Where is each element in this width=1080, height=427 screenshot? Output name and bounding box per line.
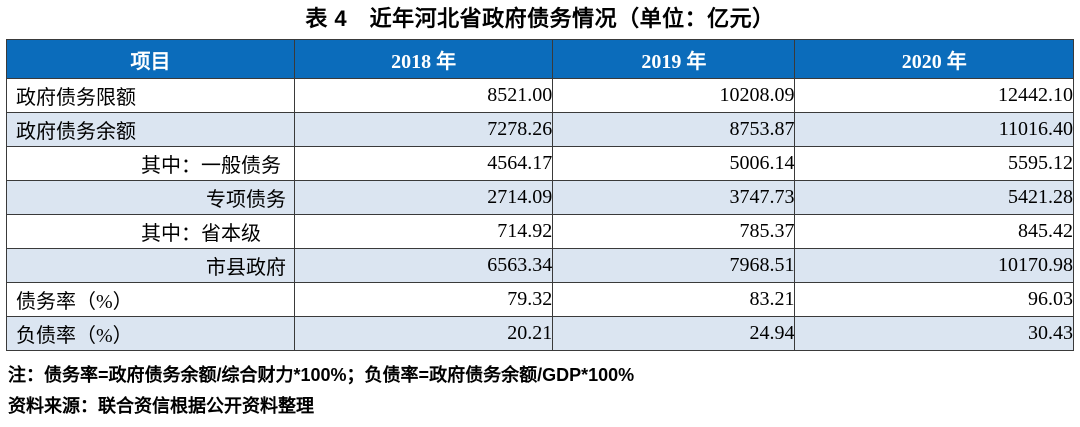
cell-value: 3747.73 [552,180,796,215]
table-row-debt-balance: 政府债务余额 7278.26 8753.87 11016.40 [5,112,1074,147]
cell-value: 5421.28 [794,180,1074,215]
header-year-2020: 2020 年 [794,39,1074,79]
cell-value: 8753.87 [552,112,796,147]
cell-value: 10170.98 [794,248,1074,283]
note-source: 资料来源：联合资信根据公开资料整理 [8,396,314,416]
header-item-column: 项目 [5,39,296,79]
cell-value: 24.94 [552,316,796,351]
cell-value: 2714.09 [294,180,554,215]
row-label: 政府债务限额 [5,78,296,113]
cell-value: 12442.10 [794,78,1074,113]
cell-value: 714.92 [294,214,554,249]
header-year-2018: 2018 年 [294,39,554,79]
table-row-city-county: 市县政府 6563.34 7968.51 10170.98 [5,248,1074,283]
cell-value: 96.03 [794,282,1074,317]
row-label: 其中：一般债务 [5,146,296,181]
debt-table: 项目 2018 年 2019 年 2020 年 政府债务限额 8521.00 1… [5,39,1074,351]
cell-value: 4564.17 [294,146,554,181]
note-formula: 注：债务率=政府债务余额/综合财力*100%；负债率=政府债务余额/GDP*10… [8,365,635,385]
table-row-special-debt: 专项债务 2714.09 3747.73 5421.28 [5,180,1074,215]
header-row: 项目 2018 年 2019 年 2020 年 [5,39,1074,79]
cell-value: 8521.00 [294,78,554,113]
row-label: 专项债务 [5,180,296,215]
cell-value: 30.43 [794,316,1074,351]
table-row-debt-ratio: 债务率（%） 79.32 83.21 96.03 [5,282,1074,317]
cell-value: 785.37 [552,214,796,249]
table-title: 表 4 近年河北省政府债务情况（单位：亿元） [305,6,775,31]
table-row-liability-ratio: 负债率（%） 20.21 24.94 30.43 [5,316,1074,351]
row-label: 负债率（%） [5,316,296,351]
cell-value: 10208.09 [552,78,796,113]
row-label: 债务率（%） [5,282,296,317]
cell-value: 11016.40 [794,112,1074,147]
cell-value: 20.21 [294,316,554,351]
cell-value: 845.42 [794,214,1074,249]
row-label: 其中：省本级 [5,214,296,249]
cell-value: 6563.34 [294,248,554,283]
table-row-debt-limit: 政府债务限额 8521.00 10208.09 12442.10 [5,78,1074,113]
cell-value: 7968.51 [552,248,796,283]
cell-value: 7278.26 [294,112,554,147]
cell-value: 5006.14 [552,146,796,181]
cell-value: 5595.12 [794,146,1074,181]
table-row-general-debt: 其中：一般债务 4564.17 5006.14 5595.12 [5,146,1074,181]
header-year-2019: 2019 年 [552,39,796,79]
table-row-province-level: 其中：省本级 714.92 785.37 845.42 [5,214,1074,249]
row-label: 市县政府 [5,248,296,283]
row-label: 政府债务余额 [5,112,296,147]
cell-value: 79.32 [294,282,554,317]
cell-value: 83.21 [552,282,796,317]
table-notes: 注：债务率=政府债务余额/综合财力*100%；负债率=政府债务余额/GDP*10… [6,360,1074,422]
